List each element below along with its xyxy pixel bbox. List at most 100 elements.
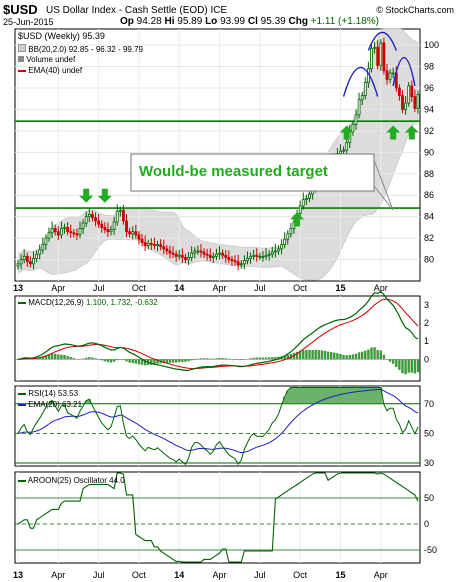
macd-histogram-bar: [286, 354, 289, 360]
macd-histogram-bar: [404, 359, 407, 375]
macd-panel-frame: [14, 295, 421, 382]
x-tick-label: Jul: [254, 283, 266, 293]
macd-histogram-bar: [100, 359, 103, 361]
macd-histogram-bar: [94, 358, 97, 360]
macd-histogram-bar: [261, 357, 265, 360]
candle-body: [75, 233, 79, 236]
candle-body: [63, 226, 66, 229]
candle-body: [41, 244, 45, 251]
ema-swatch-icon: [18, 69, 26, 72]
rsi-y-tick-label: 50: [424, 428, 434, 438]
macd-histogram-bar: [289, 353, 293, 360]
candle-body: [146, 243, 150, 247]
candle-body: [354, 114, 358, 125]
x-tick-label: Apr: [374, 570, 388, 580]
candle-body: [112, 221, 116, 230]
macd-histogram-bar: [88, 357, 91, 360]
x-tick-label: Oct: [132, 570, 147, 580]
candle-body: [156, 244, 159, 247]
candle-body: [87, 214, 91, 218]
candle-body: [255, 254, 259, 257]
x-tick-label: Apr: [374, 283, 388, 293]
brand-credit[interactable]: © StockCharts.com: [376, 5, 454, 15]
macd-histogram-bar: [243, 359, 246, 360]
candle-body: [106, 229, 110, 233]
down-arrow-icon: [97, 188, 112, 203]
macd-histogram-bar: [122, 359, 125, 360]
legend-macd-values: 1.100, 1.732, -0.632: [86, 298, 158, 307]
candle-body: [252, 254, 256, 257]
rsi-swatch-icon: [18, 392, 26, 395]
legend-volume: Volume undef: [18, 55, 75, 64]
candle-body: [345, 142, 349, 151]
pattern-arc: [392, 56, 416, 86]
macd-histogram-bar: [345, 355, 348, 360]
candle-body: [227, 257, 231, 260]
candle-body: [174, 253, 178, 257]
macd-histogram-bar: [116, 359, 119, 361]
macd-histogram-bar: [193, 359, 196, 360]
macd-histogram-bar: [302, 349, 305, 360]
candle-body: [122, 209, 125, 222]
candle-body: [184, 257, 187, 260]
macd-histogram-bar: [85, 357, 88, 360]
candle-body: [218, 252, 221, 255]
annotation-text: Would-be measured target: [139, 163, 328, 180]
macd-histogram-bar: [320, 350, 324, 360]
candle-body: [137, 234, 141, 240]
macd-histogram-bar: [379, 350, 382, 360]
macd-histogram-bar: [351, 354, 355, 360]
macd-histogram-bar: [410, 359, 413, 373]
macd-histogram-bar: [184, 359, 187, 362]
symbol-title: $USD: [3, 2, 38, 17]
price-y-tick-label: 84: [424, 212, 434, 222]
price-y-tick-label: 98: [424, 62, 434, 72]
macd-histogram-bar: [156, 359, 159, 364]
candle-body: [376, 46, 380, 66]
candle-body: [264, 254, 268, 257]
candle-body: [149, 243, 153, 245]
price-y-tick-label: 80: [424, 255, 434, 265]
candle-body: [215, 253, 218, 257]
candle-body: [180, 254, 184, 258]
macd-histogram-bar: [131, 359, 134, 364]
close-value: 95.39: [260, 16, 286, 27]
macd-histogram-bar: [47, 354, 51, 360]
candle-body: [273, 250, 277, 253]
candle-body: [140, 238, 144, 243]
rsi-overbought-fill: [47, 387, 383, 404]
candle-body: [134, 231, 138, 236]
macd-histogram-bar: [196, 358, 200, 360]
macd-histogram-bar: [373, 347, 376, 360]
change-label: Chg: [288, 16, 308, 27]
macd-histogram-bar: [81, 358, 85, 360]
price-y-tick-label: 96: [424, 83, 434, 93]
candle-body: [410, 85, 414, 97]
candle-body: [298, 205, 302, 214]
candle-body: [289, 228, 293, 235]
macd-histogram-bar: [274, 356, 277, 360]
macd-y-tick-label: 3: [424, 300, 429, 310]
macd-histogram-bar: [16, 359, 20, 360]
quote-date: 25-Jun-2015: [3, 17, 54, 27]
macd-histogram-bar: [348, 354, 351, 360]
macd-histogram-bar: [264, 357, 268, 360]
candle-body: [190, 252, 194, 258]
candle-body: [373, 46, 376, 49]
macd-histogram-bar: [357, 352, 361, 360]
candle-body: [351, 124, 355, 133]
macd-histogram-bar: [91, 357, 94, 360]
annotation-pointer: [373, 159, 394, 211]
candle-body: [308, 193, 311, 199]
macd-histogram-bar: [317, 349, 320, 360]
macd-histogram-bar: [376, 350, 379, 360]
candle-body: [224, 254, 228, 258]
macd-histogram-bar: [382, 354, 386, 360]
candle-body: [199, 250, 203, 253]
macd-histogram-bar: [277, 356, 280, 360]
legend-aroon: AROON(25) Oscillator 44.0: [18, 476, 125, 485]
macd-histogram-bar: [112, 359, 116, 362]
candle-body: [286, 233, 290, 240]
macd-signal-line: [17, 298, 419, 370]
macd-histogram-bar: [298, 350, 302, 360]
